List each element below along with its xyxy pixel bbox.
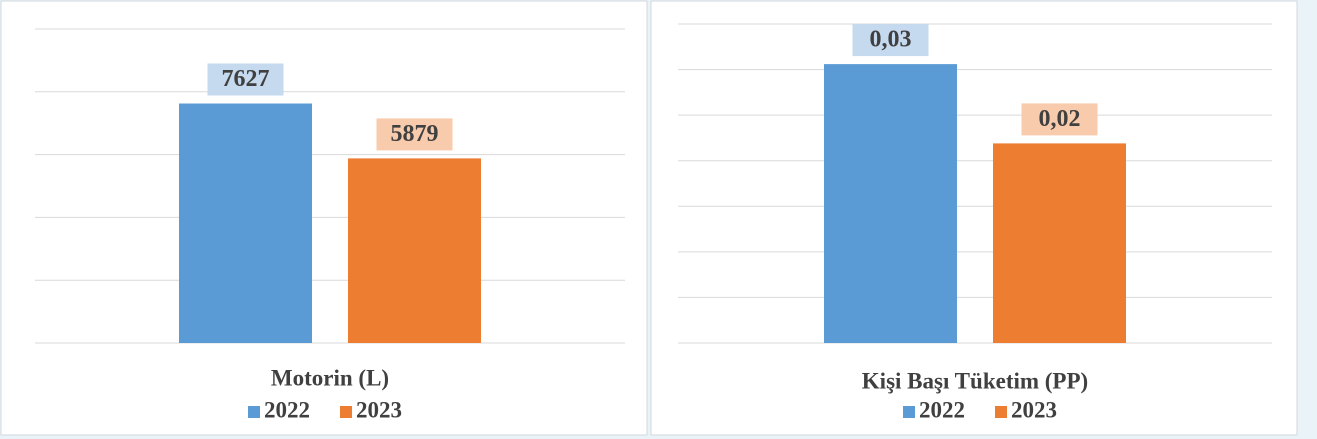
data-label: 5879 <box>391 121 439 147</box>
data-label-box <box>207 63 284 96</box>
bar <box>179 103 312 343</box>
category-label: Kişi Başı Tüketim (PP) <box>862 368 1088 393</box>
legend-label: 2023 <box>1011 397 1057 422</box>
data-label: 7627 <box>222 66 270 92</box>
panel <box>650 0 1298 436</box>
data-label-box <box>376 118 453 151</box>
category-label: Motorin (L) <box>271 365 389 390</box>
bar <box>824 64 957 344</box>
data-label-box <box>1021 103 1098 136</box>
legend-label: 2023 <box>356 397 402 422</box>
data-label: 0,03 <box>870 27 912 53</box>
panel <box>0 0 648 436</box>
legend-swatch <box>340 406 352 418</box>
data-label: 0,02 <box>1039 106 1081 132</box>
legend-swatch <box>248 406 260 418</box>
bar <box>993 143 1126 343</box>
legend-label: 2022 <box>919 397 965 422</box>
legend-swatch <box>903 406 915 418</box>
legend-swatch <box>995 406 1007 418</box>
data-label-box <box>852 24 929 57</box>
legend-label: 2022 <box>264 397 310 422</box>
bar <box>348 158 481 343</box>
